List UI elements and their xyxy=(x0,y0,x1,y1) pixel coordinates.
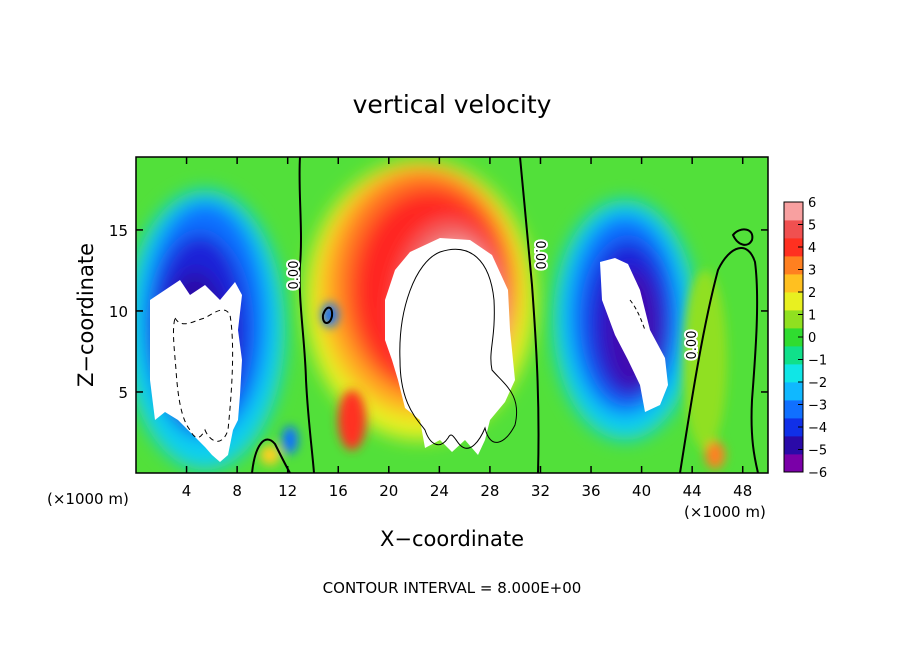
colorbar-tick-label: −4 xyxy=(808,421,827,436)
heatmap-field xyxy=(136,157,768,473)
colorbar-tick-label: −5 xyxy=(808,444,827,459)
colorbar-swatch xyxy=(784,238,803,257)
chart-title: vertical velocity xyxy=(353,90,552,119)
colorbar-swatch xyxy=(784,346,803,365)
x-tick-label: 36 xyxy=(581,482,600,500)
x-tick-label: 28 xyxy=(480,482,499,500)
colorbar-tick-label: 0 xyxy=(808,331,816,346)
x-tick-label: 16 xyxy=(329,482,348,500)
x-tick-label: 24 xyxy=(430,482,449,500)
colorbar-tick-label: −3 xyxy=(808,399,827,414)
x-axis-label: X−coordinate xyxy=(380,527,524,551)
colorbar-tick-label: −6 xyxy=(808,466,827,481)
y-axis-label: Z−coordinate xyxy=(74,243,98,387)
colorbar-swatch xyxy=(784,364,803,383)
contour-interval-note: CONTOUR INTERVAL = 8.000E+00 xyxy=(323,579,582,597)
contour-label: 0.00 xyxy=(685,331,700,360)
x-tick-label: 4 xyxy=(182,482,192,500)
colorbar-swatch xyxy=(784,202,803,221)
x-tick-label: 44 xyxy=(683,482,702,500)
x-axis-unit-right: (×1000 m) xyxy=(684,503,766,521)
contour-lines xyxy=(172,157,759,473)
colorbar-swatch xyxy=(784,454,803,473)
colorbar-tick-label: 3 xyxy=(808,264,816,279)
colorbar: 6 5 4 3 2 1 0 −1 −2 −3 −4 −5 −6 xyxy=(783,196,827,481)
contour-label: 0.00 xyxy=(287,261,302,290)
contour-label-group: 0.00 0.00 0.00 xyxy=(285,239,702,362)
colorbar-swatch xyxy=(784,400,803,419)
colorbar-swatch xyxy=(784,328,803,347)
x-tick-label: 40 xyxy=(632,482,651,500)
y-axis: 5 10 15 xyxy=(109,222,768,402)
colorbar-swatch xyxy=(784,274,803,293)
y-tick-label: 5 xyxy=(118,384,128,402)
colorbar-tick-label: −2 xyxy=(808,376,827,391)
colorbar-swatch xyxy=(784,382,803,401)
colorbar-tick-label: 6 xyxy=(808,196,816,211)
y-tick-label: 15 xyxy=(109,222,128,240)
plot-frame xyxy=(135,156,769,474)
colorbar-swatch xyxy=(784,310,803,329)
x-tick-label: 12 xyxy=(278,482,297,500)
colorbar-swatch xyxy=(784,418,803,437)
colorbar-swatch xyxy=(784,292,803,311)
x-tick-label: 20 xyxy=(379,482,398,500)
x-tick-label: 8 xyxy=(232,482,242,500)
x-tick-label: 48 xyxy=(733,482,752,500)
colorbar-swatch xyxy=(784,436,803,455)
colorbar-tick-label: 5 xyxy=(808,219,816,234)
x-axis: 4 8 12 16 20 24 28 32 36 40 44 48 xyxy=(182,157,752,500)
contour-label: 0.00 xyxy=(532,241,547,270)
x-tick-label: 32 xyxy=(531,482,550,500)
colorbar-tick-label: 2 xyxy=(808,286,816,301)
colorbar-swatch xyxy=(784,256,803,275)
colorbar-tick-label: 4 xyxy=(808,241,816,256)
y-tick-label: 10 xyxy=(109,303,128,321)
colorbar-swatch xyxy=(784,220,803,239)
x-axis-unit-left: (×1000 m) xyxy=(47,490,129,508)
colorbar-tick-label: 1 xyxy=(808,309,816,324)
colorbar-tick-label: −1 xyxy=(808,354,827,369)
